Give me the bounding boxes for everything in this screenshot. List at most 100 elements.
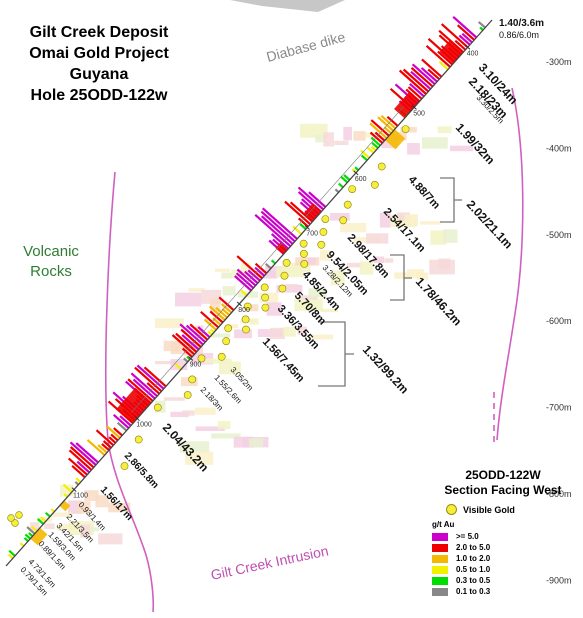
rock-unit-patch <box>297 326 307 335</box>
figure-title: Gilt Creek Deposit Omai Gold Project Guy… <box>6 22 192 106</box>
rock-unit-patch <box>57 524 77 531</box>
assay-bar <box>334 188 340 194</box>
assay-bar <box>270 233 290 250</box>
depth-mark-label: 600 <box>355 176 367 183</box>
rock-unit-patch <box>76 501 91 514</box>
gilt-creek-intrusion-label: Gilt Creek Intrusion <box>209 542 330 583</box>
drill-trace-line <box>5 19 493 567</box>
visible-gold-dot <box>282 258 291 267</box>
assay-bar <box>108 436 117 444</box>
assay-bar <box>30 525 38 533</box>
legend: 25ODD-122W Section Facing West Visible G… <box>428 468 578 597</box>
assay-bar <box>454 39 467 51</box>
assay-block <box>30 527 48 546</box>
rock-unit-patch <box>195 325 204 336</box>
assay-bar <box>112 413 130 429</box>
rock-unit-patch <box>323 132 334 147</box>
visible-gold-dot <box>317 240 326 249</box>
visible-gold-dot <box>377 162 386 171</box>
intercept-label: 1.56/7.45m <box>260 336 307 385</box>
elevation-label: -600m <box>546 316 572 326</box>
rock-unit-patch <box>366 233 389 244</box>
grade-swatch <box>432 543 448 552</box>
visible-gold-dot <box>217 352 226 361</box>
rock-unit-patch <box>285 284 298 290</box>
assay-bar <box>134 366 163 393</box>
rock-unit-patch <box>300 123 328 138</box>
assay-bar <box>102 440 112 449</box>
visible-gold-dot <box>278 284 287 293</box>
assay-bar <box>264 262 272 270</box>
legend-subtitle: Section Facing West <box>444 483 562 497</box>
legend-grade-row: 0.5 to 1.0 <box>432 564 578 575</box>
grade-swatch <box>432 554 448 563</box>
assay-bar <box>410 66 434 88</box>
assay-bar <box>67 457 88 476</box>
assay-bar <box>380 114 397 130</box>
rock-unit-patch <box>430 230 447 245</box>
assay-bar <box>110 433 119 442</box>
visible-gold-dot <box>7 514 15 522</box>
rock-unit-patch <box>240 262 251 277</box>
assay-bar <box>411 63 436 86</box>
assay-bar <box>185 324 207 343</box>
depth-mark-label: 400 <box>467 50 479 57</box>
assay-bar <box>101 443 110 452</box>
assay-bar <box>207 330 213 336</box>
rock-unit-patch <box>320 250 331 261</box>
visible-gold-dot <box>339 216 348 225</box>
assay-bar <box>374 131 386 142</box>
intercept-label: 0.86/6.0m <box>499 30 539 40</box>
visible-gold-dot <box>348 185 357 193</box>
assay-bar <box>75 477 82 484</box>
rock-unit-patch <box>443 229 458 243</box>
assay-bar <box>71 464 86 479</box>
visible-gold-dot <box>15 511 23 519</box>
depth-mark-label: 900 <box>190 362 202 369</box>
visible-gold-dot <box>370 180 379 189</box>
rock-unit-patch <box>226 324 239 329</box>
rock-unit-patch <box>265 266 283 277</box>
rock-unit-patch <box>394 272 413 279</box>
assay-bar <box>260 215 294 245</box>
visible-gold-dot <box>280 271 289 280</box>
assay-bar <box>477 21 486 29</box>
assay-bar <box>236 268 257 287</box>
visible-gold-dot <box>261 293 269 302</box>
rock-unit-patch <box>80 524 91 538</box>
rock-unit-patch <box>334 140 349 145</box>
rock-unit-patch <box>164 397 185 401</box>
rock-unit-patch <box>450 145 474 152</box>
intercept-label: 4.88/7m <box>406 174 442 212</box>
rock-unit-patch <box>373 256 385 263</box>
assay-bar <box>270 259 276 265</box>
rock-unit-patch <box>215 268 230 272</box>
drill-hole-trace <box>5 19 493 567</box>
legend-title: 25ODD-122W <box>465 468 541 482</box>
visible-gold-dot <box>401 125 410 134</box>
rock-unit-patch <box>379 212 391 228</box>
assay-bar <box>116 421 128 432</box>
assay-bar <box>369 122 388 140</box>
assay-bar <box>369 131 384 144</box>
assay-bar <box>297 217 309 228</box>
elevation-label: -800m <box>546 489 572 499</box>
intercept-label: 1.99/32m <box>453 120 498 167</box>
visible-gold-dot <box>222 337 231 346</box>
visible-gold-dot <box>11 519 19 527</box>
assay-bar <box>69 441 97 466</box>
assay-bar <box>28 532 34 538</box>
assay-bar <box>360 154 368 162</box>
rock-unit-patch <box>210 333 231 338</box>
assay-block <box>439 40 463 64</box>
assay-bar <box>136 364 165 390</box>
rock-unit-patch <box>221 272 233 279</box>
rock-unit-patch <box>222 286 236 296</box>
assay-bar <box>74 481 80 486</box>
assay-block <box>115 387 152 425</box>
assay-bar <box>452 15 478 39</box>
assay-bar <box>234 275 252 292</box>
assay-bar <box>132 378 156 400</box>
rock-unit-patch <box>188 288 205 292</box>
